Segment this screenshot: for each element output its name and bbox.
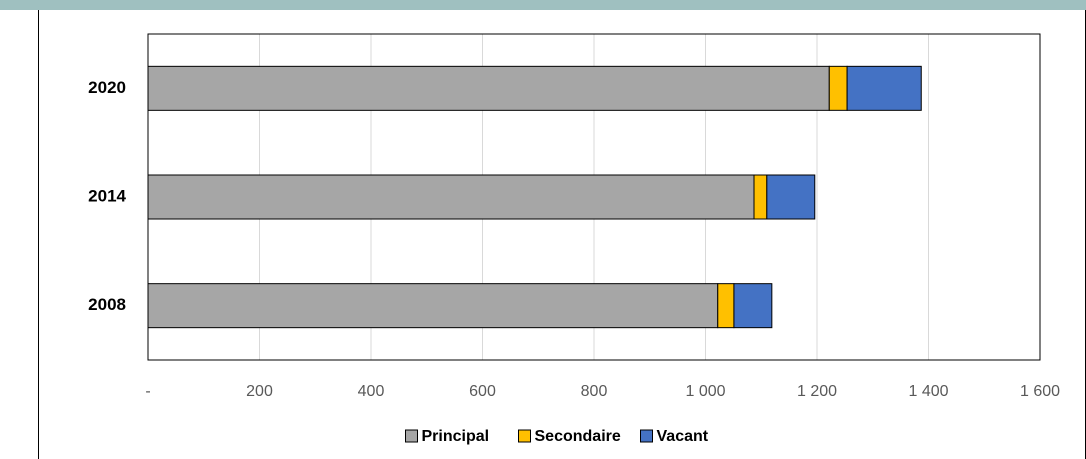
top-band xyxy=(0,0,1086,10)
legend-label: Principal xyxy=(422,428,490,445)
bar-segment xyxy=(717,283,735,329)
legend-swatch xyxy=(405,429,418,443)
x-tick-label: 1 200 xyxy=(797,383,837,400)
bar-segment xyxy=(828,65,848,111)
y-tick-label: 2020 xyxy=(88,78,126,97)
bar-segment xyxy=(147,65,830,111)
x-tick-label: 600 xyxy=(469,383,496,400)
x-tick-label: 800 xyxy=(581,383,608,400)
x-tick-label: 200 xyxy=(246,383,273,400)
x-tick-label: 1 000 xyxy=(685,383,725,400)
x-tick-label: 400 xyxy=(358,383,385,400)
legend-label: Vacant xyxy=(657,428,709,445)
bar-segment xyxy=(147,283,719,329)
bar-segment xyxy=(753,174,768,220)
legend-swatch xyxy=(640,429,653,443)
legend-label: Secondaire xyxy=(535,428,621,445)
bar-segment xyxy=(733,283,773,329)
y-tick-label: 2014 xyxy=(88,186,126,205)
bar-segment xyxy=(766,174,816,220)
x-tick-label: 1 600 xyxy=(1020,383,1060,400)
y-tick-label: 2008 xyxy=(88,295,126,314)
bar-segment xyxy=(147,174,755,220)
legend-swatch xyxy=(518,429,531,443)
x-tick-label: - xyxy=(145,383,150,400)
bar-segment xyxy=(846,65,922,111)
x-tick-label: 1 400 xyxy=(908,383,948,400)
